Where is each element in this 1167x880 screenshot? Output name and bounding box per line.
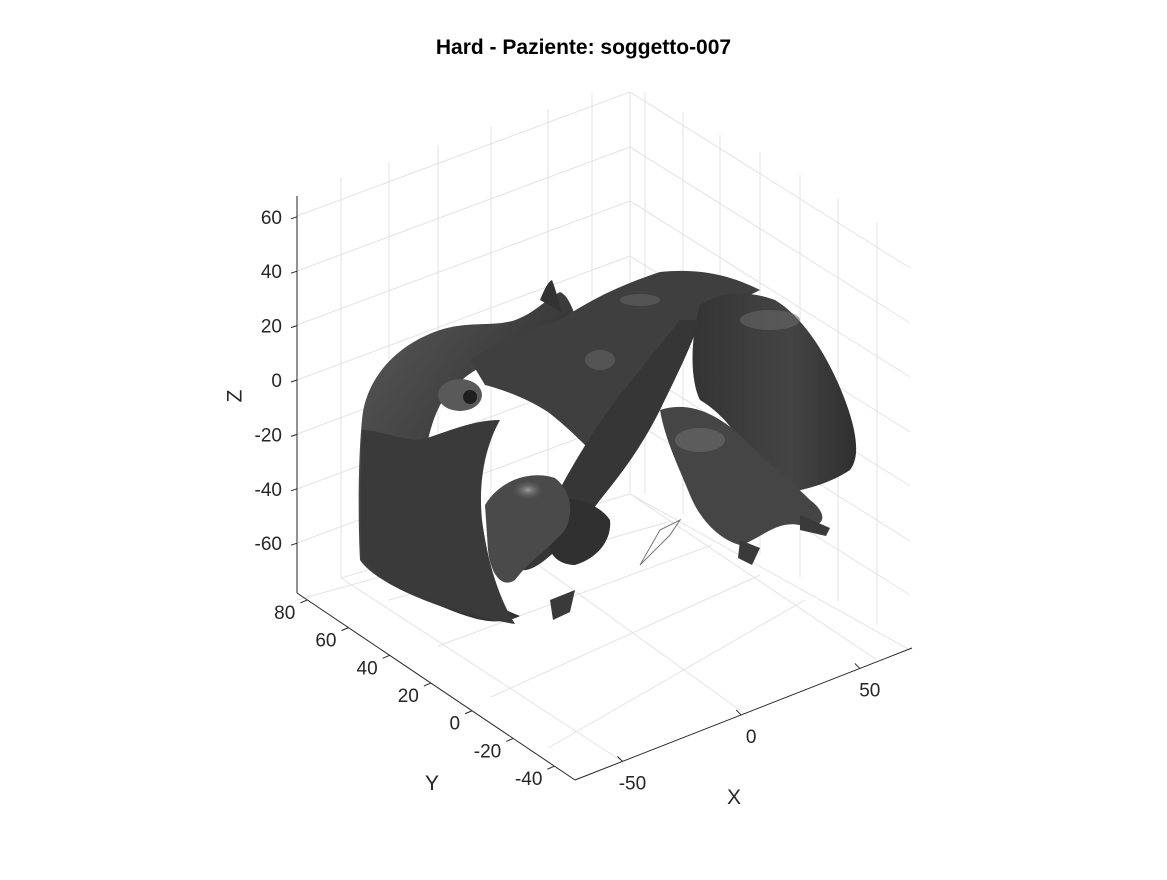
y-tick-label: 80 <box>274 603 295 624</box>
z-axis-label: Z <box>224 389 247 402</box>
chart-title: Hard - Paziente: soggetto-007 <box>435 36 732 59</box>
y-tick-mark <box>506 737 514 742</box>
z-tick-mark <box>290 433 298 437</box>
x-tick-label: -50 <box>619 773 646 794</box>
z-tick-mark <box>290 542 298 546</box>
y-tick-mark <box>341 627 349 632</box>
z-tick-label: 0 <box>271 371 282 392</box>
x-tick-label: 50 <box>859 680 880 701</box>
y-tick-label: 60 <box>315 631 336 652</box>
z-tick-mark <box>290 488 298 492</box>
z-tick-label: -20 <box>255 425 282 446</box>
z-tick-mark <box>290 325 298 329</box>
3d-surface <box>358 270 857 624</box>
y-tick-label: -40 <box>515 769 542 790</box>
z-axis: -60 -40 -20 0 20 40 60 <box>255 208 298 555</box>
y-tick-label: 0 <box>449 714 460 735</box>
z-tick-label: 40 <box>261 262 282 283</box>
z-tick-label: -60 <box>255 534 282 555</box>
y-tick-mark <box>423 682 432 687</box>
y-tick-label: 20 <box>398 686 419 707</box>
x-tick-label: 0 <box>746 727 757 748</box>
z-tick-mark <box>290 379 298 383</box>
y-axis: -40 -20 0 20 40 60 80 <box>274 599 555 790</box>
x-tick-mark <box>735 709 742 716</box>
y-tick-mark <box>464 710 473 715</box>
axis-lines <box>296 196 913 781</box>
y-tick-mark <box>547 765 555 770</box>
y-tick-mark <box>300 599 308 604</box>
z-tick-mark <box>290 216 298 220</box>
x-axis-label: X <box>727 786 741 809</box>
y-tick-label: -20 <box>474 741 501 762</box>
x-axis: -50 0 50 <box>617 663 880 794</box>
z-tick-label: -40 <box>255 480 282 501</box>
y-tick-mark <box>382 654 390 659</box>
z-tick-label: 20 <box>261 317 282 338</box>
x-tick-mark <box>854 663 861 669</box>
z-tick-mark <box>290 270 298 274</box>
y-tick-label: 40 <box>357 658 378 679</box>
x-tick-mark <box>617 756 623 762</box>
y-axis-label: Y <box>425 772 439 795</box>
z-tick-label: 60 <box>261 208 282 229</box>
